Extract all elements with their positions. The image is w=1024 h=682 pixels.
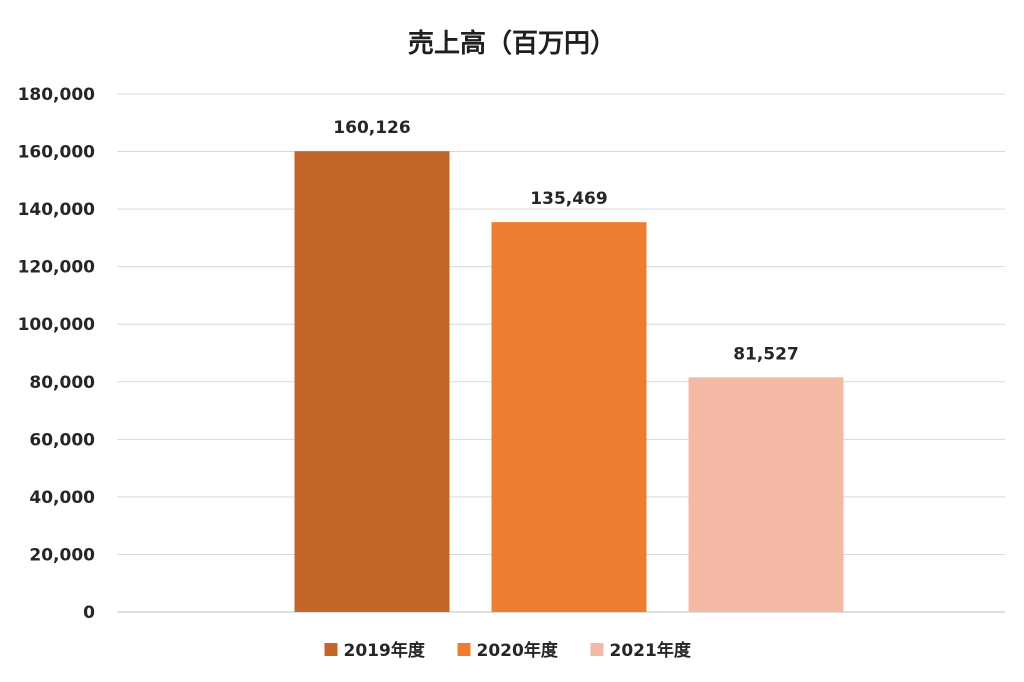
bar xyxy=(688,377,844,612)
legend-swatch xyxy=(457,643,471,656)
bars xyxy=(294,151,844,612)
y-tick-label: 160,000 xyxy=(18,143,96,163)
legend-swatch xyxy=(324,643,338,656)
y-tick-label: 60,000 xyxy=(29,430,95,450)
data-label: 81,527 xyxy=(733,344,799,364)
legend-label: 2020年度 xyxy=(477,640,559,661)
data-label: 160,126 xyxy=(333,118,410,138)
y-tick-label: 40,000 xyxy=(29,488,95,508)
bar xyxy=(491,222,647,612)
legend-label: 2019年度 xyxy=(344,640,426,661)
chart-title: 売上高（百万円） xyxy=(408,28,616,59)
legend-swatch xyxy=(590,643,604,656)
y-tick-label: 100,000 xyxy=(18,315,96,335)
legend: 2019年度 2020年度 2021年度 xyxy=(324,640,692,661)
y-tick-label: 180,000 xyxy=(18,85,96,105)
y-tick-label: 120,000 xyxy=(18,258,96,278)
legend-label: 2021年度 xyxy=(610,640,692,661)
y-axis-ticks: 0 20,000 40,000 60,000 80,000 100,000 120,000 1… xyxy=(18,85,96,623)
y-tick-label: 140,000 xyxy=(18,200,96,220)
y-tick-label: 0 xyxy=(83,603,95,623)
y-tick-label: 80,000 xyxy=(29,373,95,393)
bar xyxy=(294,151,450,612)
data-label: 135,469 xyxy=(530,189,607,209)
data-labels: 160,126 135,469 81,527 xyxy=(333,118,799,364)
y-tick-label: 20,000 xyxy=(29,545,95,565)
